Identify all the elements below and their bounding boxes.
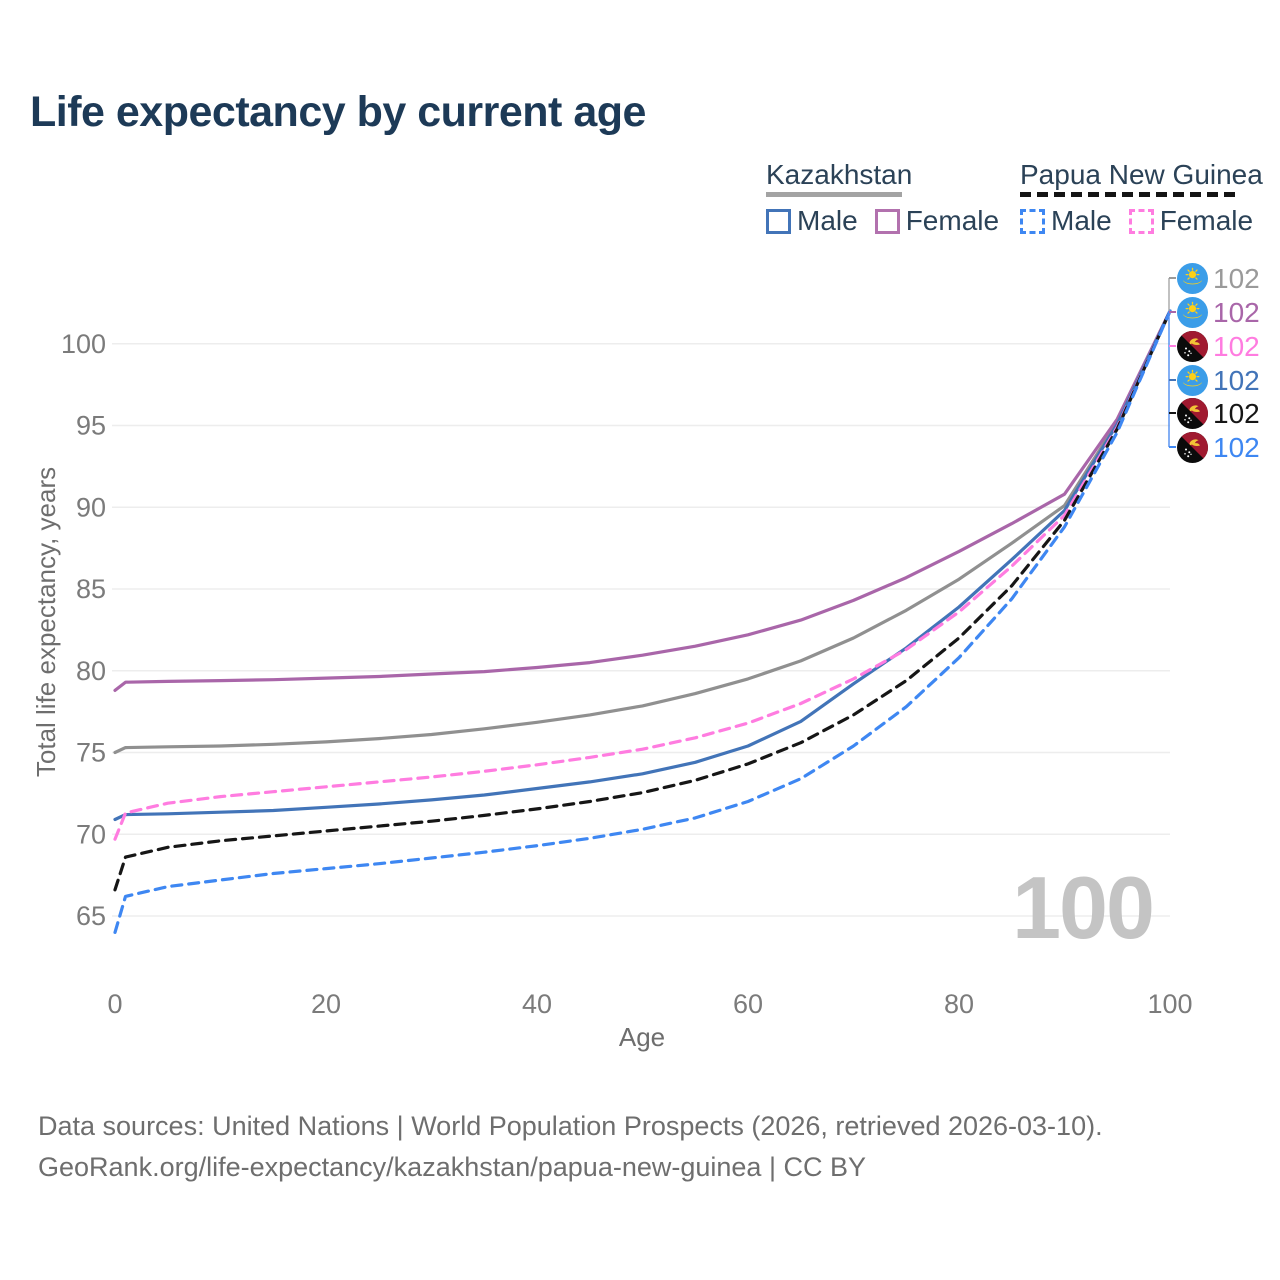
flag-papua-new-guinea-icon: [1177, 431, 1208, 463]
legend-label-papua-new-guinea-female[interactable]: Female: [1159, 205, 1254, 236]
series-line-papua-new-guinea-both[interactable]: [113, 309, 1172, 892]
flag-kazakhstan-icon: [1177, 364, 1208, 396]
papua-new-guinea-5: 102: [1177, 431, 1260, 463]
x-axis-title: Age: [619, 1022, 665, 1052]
footer-data-sources: Data sources: United Nations | World Pop…: [38, 1111, 1103, 1141]
y-tick-label-75: 75: [76, 738, 106, 768]
end-label-value: 102: [1213, 262, 1260, 294]
x-tick-label-40: 40: [522, 989, 552, 1019]
legend-label-papua-new-guinea-male[interactable]: Male: [1051, 205, 1112, 236]
footer-link[interactable]: GeoRank.org/life-expectancy/kazakhstan/p…: [38, 1152, 762, 1182]
footer-license: | CC BY: [761, 1152, 866, 1182]
end-label-value: 102: [1213, 397, 1260, 429]
legend-country-kazakhstan[interactable]: Kazakhstan: [766, 159, 913, 190]
x-tick-label-60: 60: [733, 989, 763, 1019]
legend-group-kazakhstan: Kazakhstan Male Female: [766, 160, 1016, 237]
y-tick-label-65: 65: [76, 901, 106, 931]
y-tick-label-100: 100: [61, 329, 106, 359]
papua-new-guinea-4: 102: [1177, 397, 1260, 429]
end-label-value: 102: [1213, 296, 1260, 328]
x-tick-label-80: 80: [944, 989, 974, 1019]
flag-kazakhstan-icon: [1177, 262, 1208, 294]
flag-kazakhstan-icon: [1177, 296, 1208, 328]
flag-papua-new-guinea-icon: [1177, 397, 1208, 429]
end-label-value: 102: [1213, 364, 1260, 396]
footer: Data sources: United Nations | World Pop…: [38, 1106, 1103, 1188]
legend-label-kazakhstan-male[interactable]: Male: [797, 205, 858, 236]
legend-label-kazakhstan-female[interactable]: Female: [905, 205, 1000, 236]
series-line-kazakhstan-male[interactable]: [113, 309, 1172, 822]
legend-underline-papua-new-guinea: [1020, 192, 1236, 197]
y-tick-label-80: 80: [76, 656, 106, 686]
end-label-connectors: [1168, 277, 1176, 448]
kazakhstan-1: 102: [1177, 296, 1260, 328]
series-line-papua-new-guinea-male[interactable]: [113, 309, 1172, 934]
series-line-kazakhstan-female[interactable]: [113, 309, 1172, 692]
y-tick-label-95: 95: [76, 411, 106, 441]
kazakhstan-3: 102: [1177, 364, 1260, 396]
end-label-value: 102: [1213, 330, 1260, 362]
series-line-papua-new-guinea-female[interactable]: [113, 309, 1172, 841]
kazakhstan-0: 102: [1177, 262, 1260, 294]
papua-new-guinea-2: 102: [1177, 330, 1260, 362]
x-tick-label-20: 20: [311, 989, 341, 1019]
y-tick-label-85: 85: [76, 574, 106, 604]
y-tick-label-90: 90: [76, 492, 106, 522]
chart-canvas: 65 70 75 80 85 90 95 100 0 20 40 60 80 100 Age Total li…: [31, 277, 1193, 1052]
legend-swatch-kazakhstan-female[interactable]: [874, 208, 900, 234]
y-axis-title: Total life expectancy, years: [31, 467, 61, 777]
x-tick-label-100: 100: [1147, 989, 1192, 1019]
page-title: Life expectancy by current age: [30, 88, 646, 136]
gridlines: [112, 343, 1170, 917]
end-label-value: 102: [1213, 431, 1260, 463]
age-watermark: 100: [1012, 858, 1155, 957]
x-tick-label-0: 0: [107, 989, 122, 1019]
flag-papua-new-guinea-icon: [1177, 330, 1208, 362]
legend-swatch-papua-new-guinea-female[interactable]: [1128, 208, 1154, 234]
legend-group-papua-new-guinea: Papua New Guinea Male Female: [1020, 160, 1270, 237]
legend-country-papua-new-guinea[interactable]: Papua New Guinea: [1020, 159, 1263, 190]
legend-swatch-papua-new-guinea-male[interactable]: [1020, 208, 1045, 234]
series-line-kazakhstan-both[interactable]: [113, 309, 1172, 755]
legend-underline-kazakhstan: [766, 192, 902, 197]
legend-swatch-kazakhstan-male[interactable]: [766, 208, 791, 234]
y-tick-label-70: 70: [76, 819, 106, 849]
